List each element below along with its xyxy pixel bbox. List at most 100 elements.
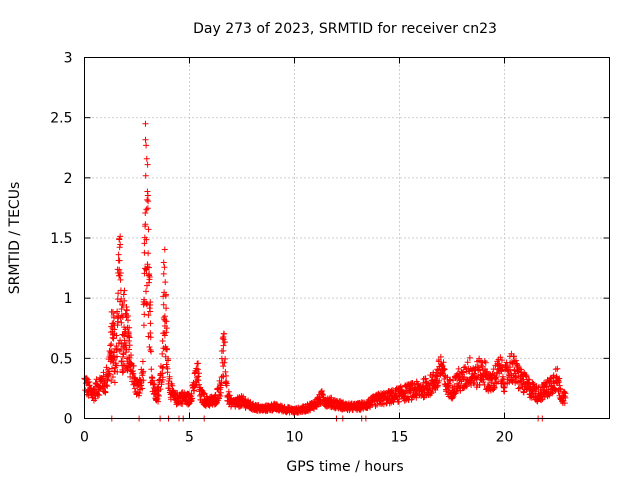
data-point <box>123 314 130 321</box>
data-point <box>223 372 230 379</box>
data-point <box>421 389 428 396</box>
data-point <box>117 233 124 240</box>
data-point <box>111 379 118 386</box>
data-point <box>116 266 123 273</box>
data-point <box>222 355 229 362</box>
data-point <box>318 388 325 395</box>
data-point <box>515 385 522 392</box>
data-point <box>143 142 150 149</box>
data-point <box>433 373 440 380</box>
data-point <box>147 308 154 315</box>
data-point <box>511 353 518 360</box>
data-point <box>157 386 164 393</box>
data-point <box>452 390 459 397</box>
data-point <box>140 377 147 384</box>
data-point <box>163 318 170 325</box>
data-point <box>139 385 146 392</box>
data-point <box>125 337 132 344</box>
data-point <box>499 357 506 364</box>
data-point <box>146 271 153 278</box>
y-tick-label: 1 <box>64 291 73 307</box>
data-point <box>116 272 123 279</box>
data-point <box>120 368 127 375</box>
data-point <box>162 292 169 299</box>
data-point <box>217 382 224 389</box>
data-point <box>108 323 115 330</box>
data-point <box>125 329 132 336</box>
data-point <box>95 391 102 398</box>
data-point <box>520 389 527 396</box>
data-point <box>471 379 478 386</box>
data-point <box>482 359 489 366</box>
data-point <box>464 359 471 366</box>
data-point <box>164 357 171 364</box>
data-point <box>220 363 227 370</box>
data-point <box>427 390 434 397</box>
data-point <box>453 389 460 396</box>
data-point <box>169 387 176 394</box>
data-point <box>141 240 148 247</box>
data-point <box>136 390 143 397</box>
data-point <box>220 342 227 349</box>
data-point <box>395 398 402 405</box>
data-point <box>117 298 124 305</box>
data-point <box>144 300 151 307</box>
data-point <box>141 311 148 318</box>
data-point <box>118 312 125 319</box>
data-point <box>460 369 467 376</box>
data-point <box>397 383 404 390</box>
data-point <box>319 391 326 398</box>
data-point <box>192 369 199 376</box>
data-point <box>109 334 116 341</box>
data-point <box>222 368 229 375</box>
data-point <box>164 365 171 372</box>
grid-lines <box>84 57 610 419</box>
data-point <box>220 336 227 343</box>
data-point <box>154 384 161 391</box>
data-point <box>160 301 167 308</box>
data-point <box>142 172 149 179</box>
data-point <box>116 257 123 264</box>
data-point <box>557 385 564 392</box>
data-point <box>126 346 133 353</box>
data-point <box>554 365 561 372</box>
data-point <box>92 395 99 402</box>
data-point <box>220 347 227 354</box>
data-point <box>116 244 123 251</box>
data-point <box>500 384 507 391</box>
data-point <box>103 382 110 389</box>
y-tick-label: 0 <box>64 412 73 428</box>
data-point <box>163 305 170 312</box>
data-point <box>526 376 533 383</box>
data-point <box>145 226 152 233</box>
data-point <box>467 378 474 385</box>
data-point <box>478 362 485 369</box>
data-point <box>115 251 122 258</box>
data-point <box>440 359 447 366</box>
data-point <box>144 192 151 199</box>
data-point <box>146 343 153 350</box>
data-point <box>144 261 151 268</box>
data-point <box>159 364 166 371</box>
data-point <box>155 391 162 398</box>
data-point <box>161 264 168 271</box>
data-point <box>118 295 125 302</box>
data-point <box>163 325 170 332</box>
data-point <box>144 161 151 168</box>
chart-title: Day 273 of 2023, SRMTID for receiver cn2… <box>193 21 497 37</box>
data-point <box>126 324 133 331</box>
data-point <box>96 392 103 399</box>
data-point <box>108 378 115 385</box>
data-point <box>126 334 133 341</box>
data-point <box>413 394 420 401</box>
data-point <box>126 342 133 349</box>
data-point <box>449 394 456 401</box>
data-point <box>115 340 122 347</box>
data-point <box>122 349 129 356</box>
data-point <box>188 395 195 402</box>
data-point <box>159 374 166 381</box>
data-point <box>125 313 132 320</box>
data-point <box>143 155 150 162</box>
data-point <box>142 120 149 127</box>
data-point <box>106 368 113 375</box>
